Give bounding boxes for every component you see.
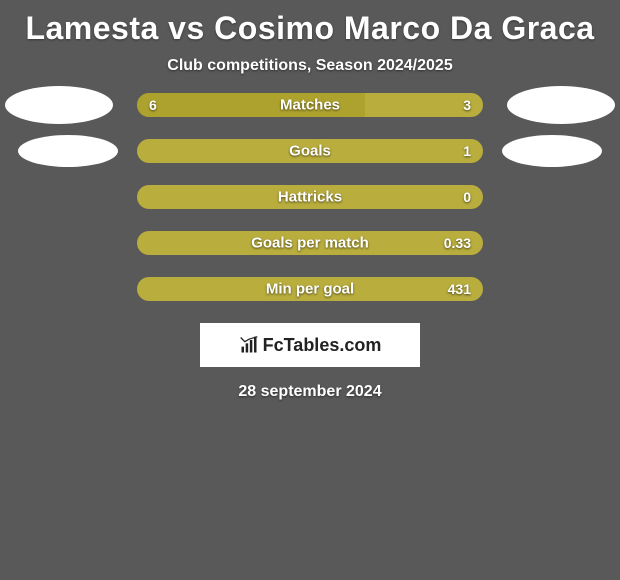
subtitle: Club competitions, Season 2024/2025: [0, 49, 620, 93]
stat-label: Goals: [137, 143, 483, 160]
stat-row: Goals 1: [0, 139, 620, 163]
stat-row: 6 Matches 3: [0, 93, 620, 117]
avatar-left: [18, 135, 118, 167]
avatar-right: [507, 86, 615, 124]
bar-track: Min per goal 431: [137, 277, 483, 301]
stat-label: Hattricks: [137, 189, 483, 206]
bar-track: Hattricks 0: [137, 185, 483, 209]
stat-right-value: 431: [448, 281, 471, 297]
stat-right-value: 1: [463, 143, 471, 159]
bar-track: 6 Matches 3: [137, 93, 483, 117]
stat-row: Goals per match 0.33: [0, 231, 620, 255]
stat-row: Min per goal 431: [0, 277, 620, 301]
stat-row: Hattricks 0: [0, 185, 620, 209]
bar-track: Goals per match 0.33: [137, 231, 483, 255]
stat-label: Min per goal: [137, 281, 483, 298]
stat-label: Goals per match: [137, 235, 483, 252]
brand-badge[interactable]: FcTables.com: [200, 323, 420, 367]
stat-rows: 6 Matches 3 Goals 1 Hattricks 0 Goals pe…: [0, 93, 620, 301]
avatar-left: [5, 86, 113, 124]
stat-right-value: 0.33: [444, 235, 471, 251]
stat-right-value: 0: [463, 189, 471, 205]
brand-text: FcTables.com: [263, 335, 382, 356]
stat-right-value: 3: [463, 97, 471, 113]
date-text: 28 september 2024: [0, 367, 620, 417]
stat-label: Matches: [137, 97, 483, 114]
page-title: Lamesta vs Cosimo Marco Da Graca: [0, 0, 620, 49]
bar-chart-icon: [239, 335, 259, 355]
avatar-right: [502, 135, 602, 167]
bar-track: Goals 1: [137, 139, 483, 163]
